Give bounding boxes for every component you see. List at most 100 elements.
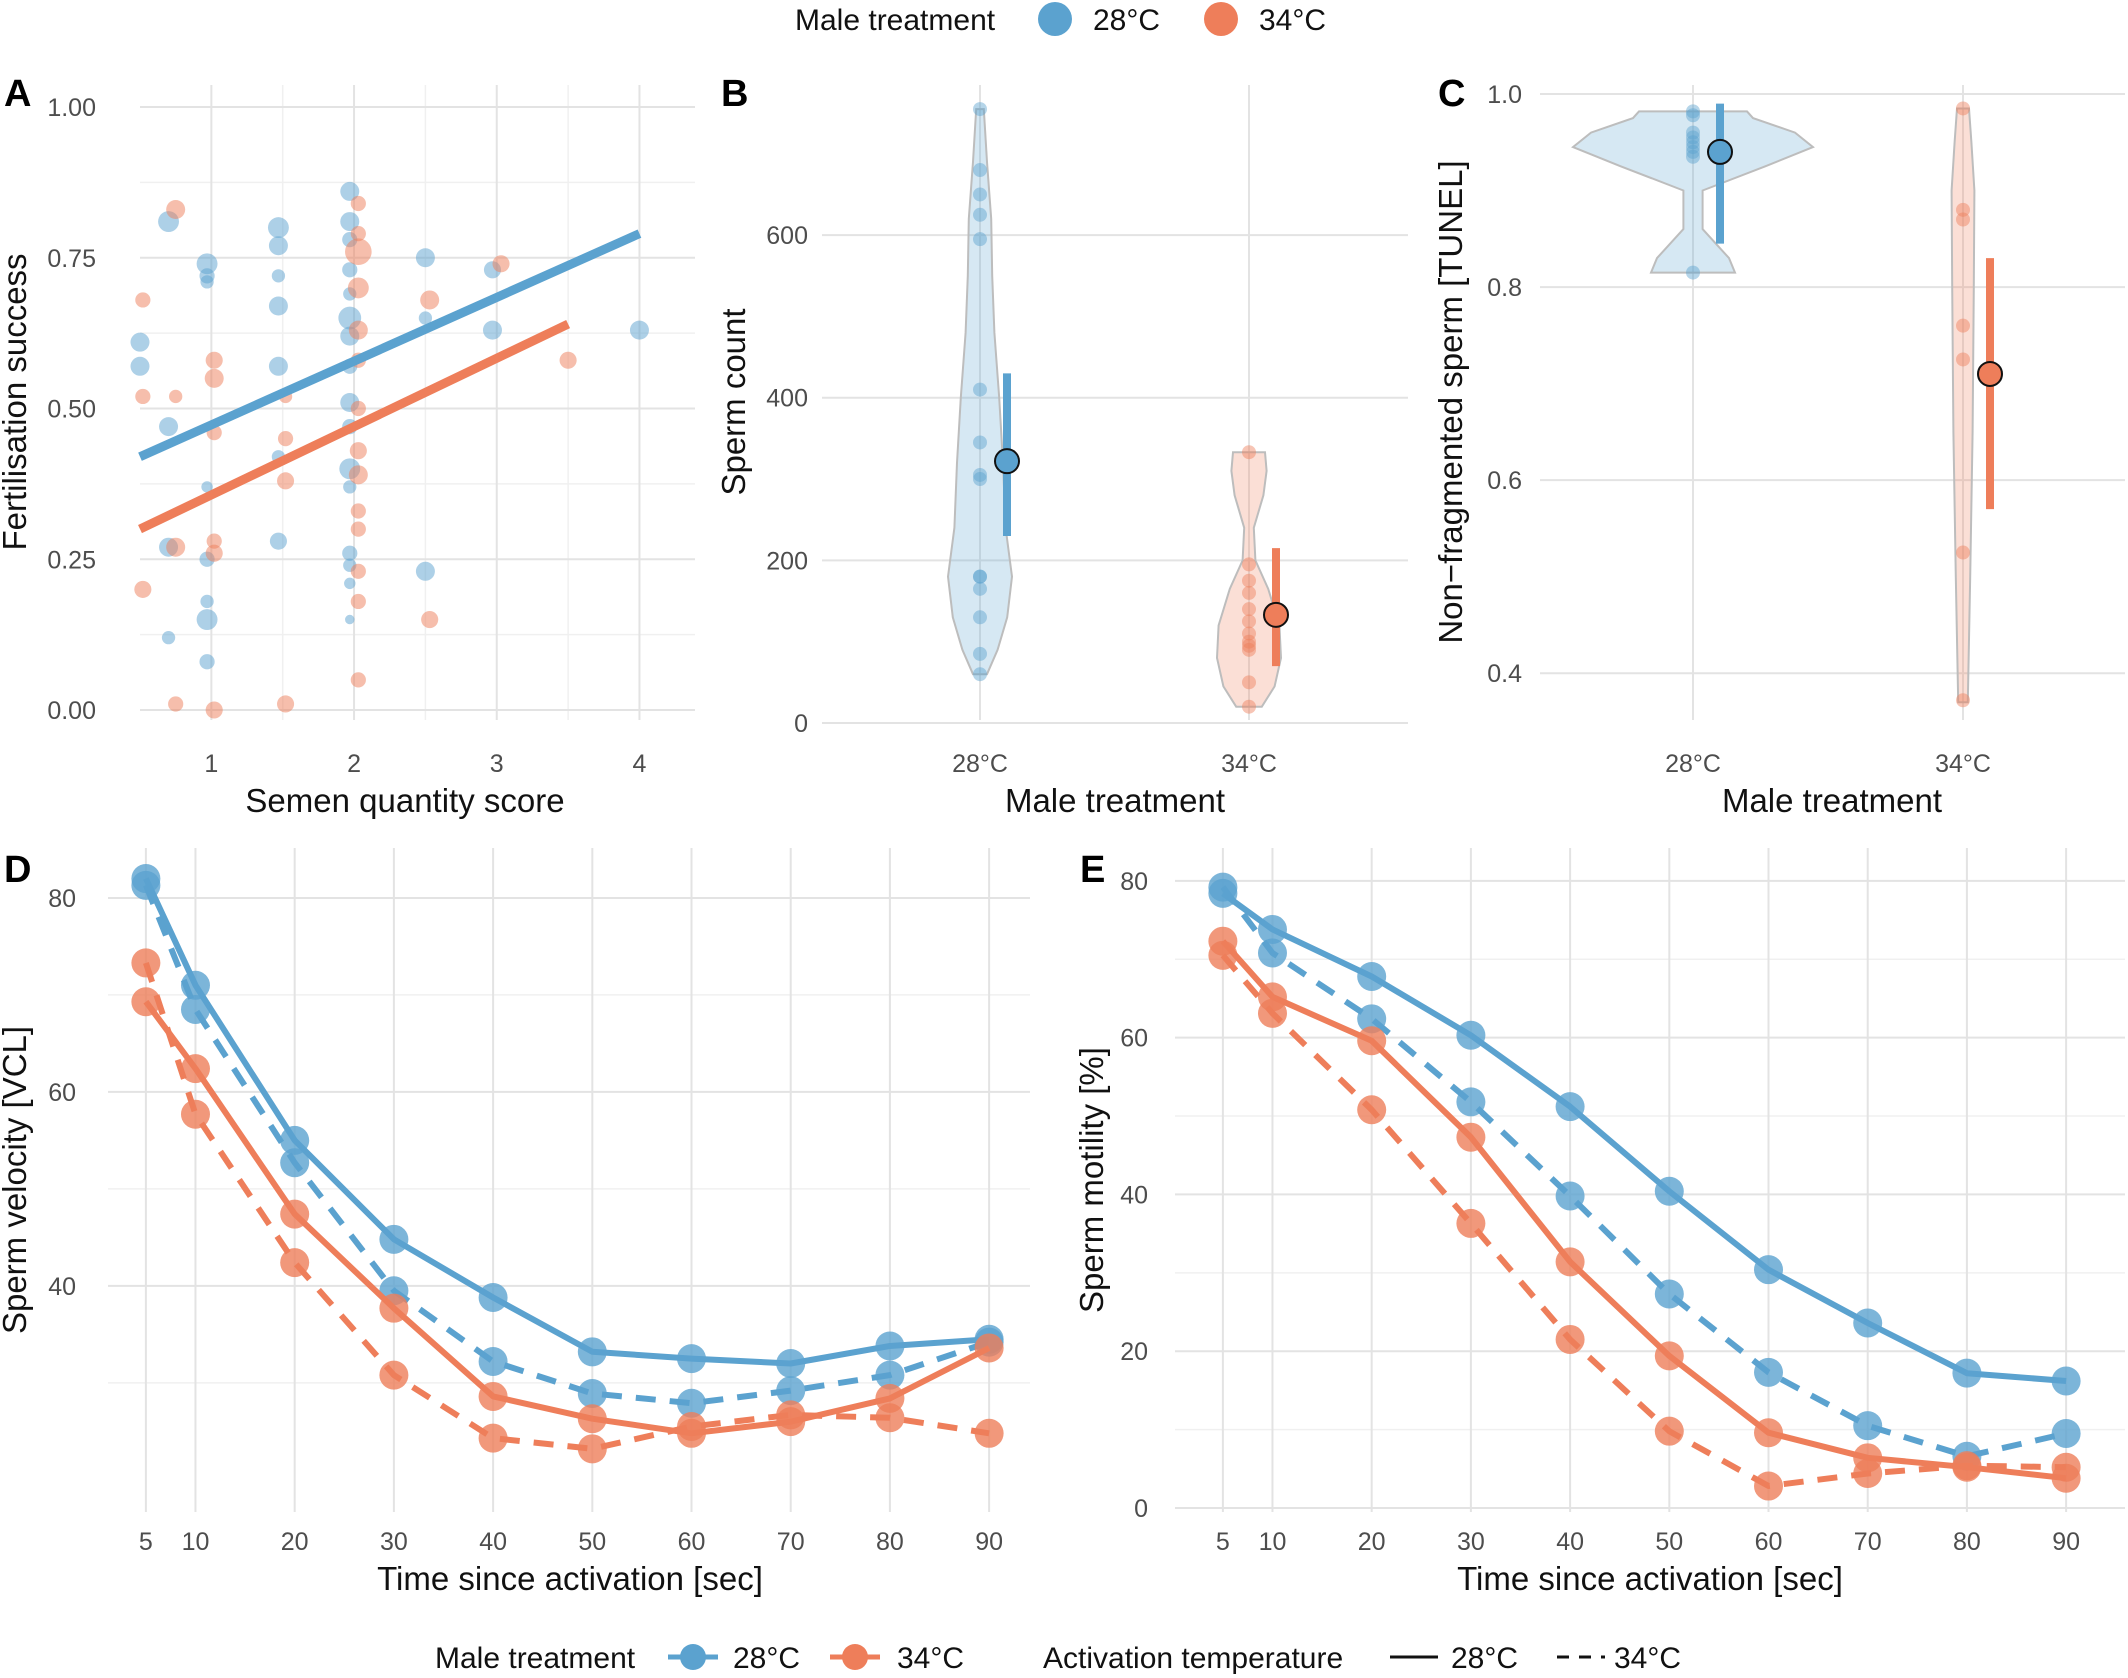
data-point-e-m34-a34	[1654, 1416, 1684, 1446]
legend-top: Male treatment 28°C 34°C	[795, 2, 1326, 37]
data-point-a-34	[349, 442, 367, 460]
data-point-e-m28-a34	[2051, 1419, 2081, 1449]
x-tick-label-e: 5	[1216, 1528, 1230, 1556]
data-point-a-34	[205, 701, 223, 719]
legend-top-item-34: 34°C	[1259, 4, 1326, 37]
series-line-e-m28-a28	[1221, 890, 2067, 1384]
data-point-b-34	[1242, 642, 1256, 657]
data-point-c-28	[1686, 125, 1700, 140]
legend-top-title: Male treatment	[795, 4, 996, 37]
data-point-e-m34-a28	[1555, 1247, 1585, 1277]
series-line-e-m34-a34	[1220, 953, 2067, 1489]
data-point-a-34	[168, 696, 184, 712]
data-point-a-28	[130, 332, 150, 352]
panel-a: 0.00 0.25 0.50 0.75 1.00 1 2 3 4 Semen quantity s…	[0, 85, 695, 819]
data-point-d-m34-a34	[379, 1360, 409, 1390]
y-tick-label-c: 0.4	[1487, 660, 1522, 688]
x-tick-label-d: 70	[777, 1528, 805, 1556]
mean-point-c-34	[1977, 360, 2003, 387]
panel-label-a: A	[4, 73, 31, 115]
data-point-a-28	[344, 577, 356, 590]
panel-label-c: C	[1438, 73, 1465, 115]
data-point-e-m28-a28	[1754, 1255, 1784, 1285]
data-point-e-m28-a28	[2051, 1366, 2081, 1396]
x-tick-label-d: 50	[578, 1528, 606, 1556]
x-tick-label-d: 40	[479, 1528, 507, 1556]
data-point-d-m34-a28	[577, 1404, 607, 1434]
series-line-e-m28-a34	[1220, 885, 2067, 1460]
trend-line-a-34	[138, 320, 571, 534]
data-point-c-28	[1686, 140, 1700, 155]
data-point-a-34	[350, 195, 366, 212]
data-point-a-28	[267, 217, 289, 239]
data-point-a-34	[348, 320, 368, 340]
data-point-d-m28-a34	[577, 1379, 607, 1409]
data-point-b-34	[1242, 573, 1256, 588]
data-point-c-28	[1686, 104, 1700, 119]
series-line-d-m34-a28	[143, 999, 991, 1437]
data-point-d-m34-a34	[280, 1248, 310, 1278]
x-tick-label-d: 90	[975, 1528, 1003, 1556]
data-point-b-34	[1242, 626, 1256, 641]
data-point-a-28	[415, 561, 435, 581]
data-point-e-m34-a34	[1208, 940, 1238, 970]
legend-bottom-act-34: 34°C	[1614, 1642, 1681, 1675]
data-point-d-m34-a34	[974, 1418, 1004, 1448]
data-point-d-m28-a34	[776, 1376, 806, 1406]
x-tick-label-b: 28°C	[952, 750, 1008, 778]
data-point-a-28	[269, 532, 287, 550]
data-point-d-m28-a34	[677, 1388, 707, 1418]
data-point-e-m34-a34	[1257, 998, 1287, 1028]
data-point-d-m34-a34	[875, 1403, 905, 1433]
data-point-a-28	[418, 311, 433, 325]
data-point-e-m34-a28	[1456, 1122, 1486, 1152]
legend-top-key-34	[1204, 2, 1238, 36]
data-point-a-34	[421, 611, 439, 629]
x-axis-label-a: Semen quantity score	[245, 782, 564, 819]
y-tick-label-c: 1.0	[1487, 81, 1522, 109]
legend-bottom-male-28-key	[680, 1644, 706, 1670]
data-point-d-m34-a34	[180, 1099, 210, 1129]
data-point-a-34	[166, 200, 186, 220]
y-axis-label-d: Sperm velocity [VCL]	[0, 1026, 33, 1334]
data-point-a-28	[340, 212, 360, 232]
data-point-b-34	[1242, 614, 1256, 629]
y-tick-label-a: 0.50	[47, 396, 96, 424]
panel-c: 0.4 0.6 0.8 1.0 28°C 34°C Male treatment Non−fr…	[1432, 81, 2125, 819]
data-point-a-28	[130, 356, 150, 376]
y-tick-label-b: 400	[766, 385, 808, 413]
data-point-c-34	[1956, 693, 1970, 708]
y-tick-label-b: 600	[766, 222, 808, 250]
y-tick-label-e: 0	[1134, 1495, 1148, 1523]
data-point-a-28	[201, 481, 213, 493]
data-point-d-m34-a34	[776, 1400, 806, 1430]
data-point-c-34	[1956, 101, 1970, 116]
y-tick-label-d: 80	[48, 885, 76, 913]
data-point-d-m28-a28	[875, 1331, 905, 1361]
data-point-a-34	[205, 351, 223, 369]
data-point-a-28	[482, 320, 502, 340]
data-point-e-m28-a28	[1654, 1176, 1684, 1206]
data-point-e-m34-a34	[1456, 1208, 1486, 1238]
x-tick-label-a: 4	[633, 750, 647, 778]
y-tick-label-e: 60	[1120, 1025, 1148, 1053]
legend-bottom-male-34: 34°C	[897, 1642, 964, 1675]
panel-e: 0 20 40 60 80 5 10 20 30 40 50 60 70 80 90 Time since a…	[1073, 848, 2125, 1597]
x-axis-label-e: Time since activation [sec]	[1457, 1560, 1843, 1597]
x-tick-label-d: 60	[678, 1528, 706, 1556]
y-tick-label-c: 0.8	[1487, 274, 1522, 302]
data-point-e-m28-a28	[1257, 914, 1287, 944]
x-tick-label-e: 20	[1358, 1528, 1386, 1556]
data-point-e-m34-a34	[1357, 1095, 1387, 1125]
data-point-b-28	[973, 467, 987, 482]
x-tick-label-e: 40	[1556, 1528, 1584, 1556]
data-point-d-m34-a28	[379, 1293, 409, 1323]
legend-bottom-male-title: Male treatment	[435, 1642, 636, 1675]
data-point-e-m28-a34	[1853, 1411, 1883, 1441]
x-axis-label-d: Time since activation [sec]	[377, 1560, 763, 1597]
data-point-c-34	[1956, 318, 1970, 333]
data-point-a-28	[342, 545, 358, 561]
data-point-c-34	[1956, 545, 1970, 560]
data-point-d-m34-a28	[974, 1333, 1004, 1363]
